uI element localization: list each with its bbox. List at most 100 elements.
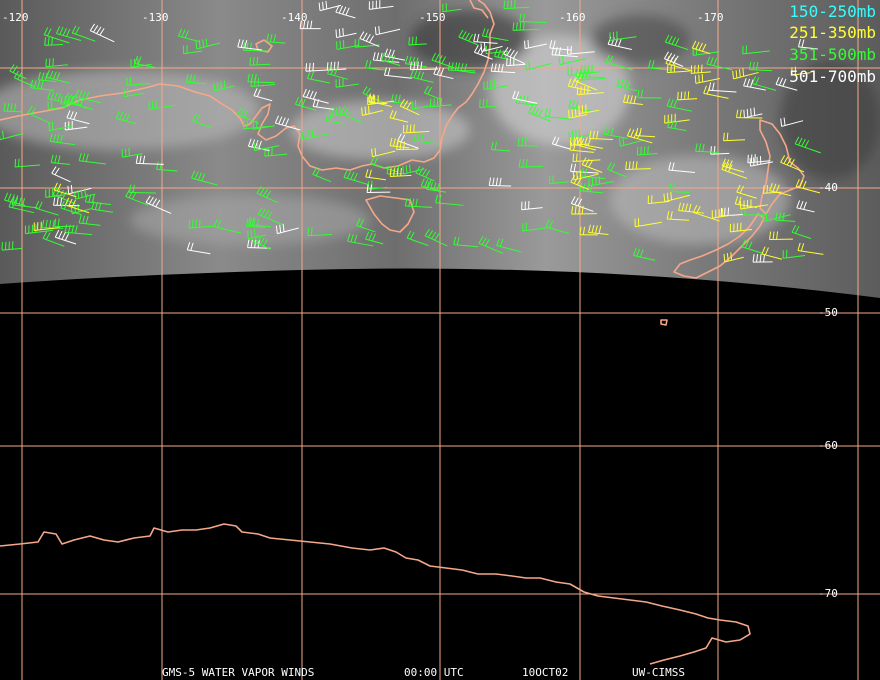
wind-barb-141 <box>374 25 401 36</box>
legend-entry-251-350: 251-350mb <box>789 24 876 42</box>
wind-barb-154 <box>794 136 821 154</box>
wind-barb-189 <box>578 71 607 81</box>
wind-barb-278 <box>368 94 388 105</box>
cape-york-coastline <box>469 0 489 19</box>
wind-barb-107 <box>312 167 332 183</box>
wind-barb-196 <box>666 98 692 112</box>
latitude-lines <box>0 67 880 595</box>
wind-barb-57 <box>307 227 333 237</box>
wind-barb-102 <box>64 92 87 109</box>
wind-barb-125 <box>494 48 513 61</box>
wind-barb-51 <box>186 242 211 255</box>
wind-barb-129 <box>134 55 158 69</box>
wind-barb-60 <box>30 79 54 91</box>
wind-barb-124 <box>256 186 278 204</box>
wind-barb-85 <box>410 69 434 83</box>
wind-barb-270 <box>361 105 384 116</box>
wind-barb-97 <box>51 166 71 183</box>
wind-barb-208 <box>667 119 687 132</box>
wind-barb-21 <box>123 88 144 98</box>
wind-barb-81 <box>69 95 94 110</box>
wind-barb-84 <box>512 21 540 31</box>
wind-barb-205 <box>569 142 595 153</box>
lat-label-60: -60 <box>818 439 838 452</box>
wind-barb-215 <box>695 143 719 153</box>
wind-barb-29 <box>424 228 448 247</box>
tasmania-coastline <box>365 195 415 233</box>
wind-barb-162 <box>544 108 573 120</box>
wind-barb-258 <box>503 47 525 65</box>
wind-barb-113 <box>372 52 400 63</box>
wind-barb-67 <box>408 36 427 46</box>
wind-barb-178 <box>795 179 821 194</box>
wind-barb-198 <box>632 247 656 261</box>
wind-barb-147 <box>496 237 522 253</box>
wind-barb-275 <box>402 124 430 134</box>
wind-barb-220 <box>581 64 601 75</box>
wind-barb-46 <box>518 158 543 168</box>
wind-barb-307 <box>11 196 38 209</box>
new-zealand-south-island <box>673 213 765 279</box>
wind-barb-195 <box>723 132 746 142</box>
wind-barb-6 <box>294 96 317 111</box>
wind-barb-241 <box>571 205 598 215</box>
wind-barb-126 <box>366 184 391 194</box>
wind-barb-87 <box>370 156 398 173</box>
wind-barb-15 <box>3 103 23 113</box>
wind-barb-26 <box>236 107 260 124</box>
wind-barb-17 <box>483 79 509 90</box>
wind-barb-136 <box>257 207 283 226</box>
wind-barb-219 <box>694 73 720 84</box>
wind-barb-192 <box>791 224 812 240</box>
wind-barb-302 <box>53 182 77 198</box>
australia-coastline <box>0 0 495 171</box>
wind-barb-182 <box>545 219 570 234</box>
wind-barb-237 <box>609 31 637 41</box>
wind-barb-120 <box>156 161 178 172</box>
wind-barb-142 <box>528 105 551 122</box>
wind-barb-116 <box>335 78 359 88</box>
legend-entry-351-500: 351-500mb <box>789 46 876 64</box>
wind-barb-106 <box>524 39 547 50</box>
wind-barb-88 <box>252 120 275 130</box>
lat-label-50: -50 <box>818 306 838 319</box>
wind-barb-41 <box>185 74 207 85</box>
lon-label-120: -120 <box>2 11 29 24</box>
wind-barb-291 <box>589 130 613 141</box>
wind-barb-249 <box>456 62 476 74</box>
wind-barb-276 <box>365 169 386 181</box>
wind-barb-31 <box>404 198 433 208</box>
wind-barb-308 <box>78 215 101 226</box>
wind-barb-261 <box>481 28 509 42</box>
wind-barb-47 <box>66 110 90 125</box>
wind-barb-89 <box>130 58 152 68</box>
wind-barb-304 <box>45 188 65 198</box>
wind-barb-217 <box>570 163 599 174</box>
wind-barb-199 <box>568 129 592 141</box>
wind-barb-267 <box>384 48 406 61</box>
wind-barb-110 <box>365 231 384 245</box>
wind-barb-266 <box>503 0 530 10</box>
wind-barb-231 <box>551 46 578 58</box>
wind-barb-297 <box>736 184 757 199</box>
wind-barb-112 <box>75 89 101 104</box>
wind-barb-260 <box>368 0 394 10</box>
wind-barb-143 <box>135 155 164 165</box>
wind-barb-240 <box>736 109 763 119</box>
wind-barb-111 <box>312 98 334 110</box>
wind-barb-32 <box>27 106 51 124</box>
wind-barb-93 <box>490 141 511 152</box>
wind-barb-14 <box>115 110 137 125</box>
wind-barb-243 <box>580 168 606 180</box>
wind-barb-201 <box>780 117 804 127</box>
wind-barb-200 <box>762 212 791 222</box>
wind-barb-80 <box>512 90 538 104</box>
wind-barb-213 <box>637 89 662 99</box>
wind-barb-25 <box>44 37 64 46</box>
wind-barb-139 <box>415 165 435 182</box>
wind-barb-311 <box>34 200 59 216</box>
wind-barb-108 <box>274 115 301 131</box>
legend-entry-150-250: 150-250mb <box>789 3 876 21</box>
wind-barb-239 <box>551 136 571 150</box>
